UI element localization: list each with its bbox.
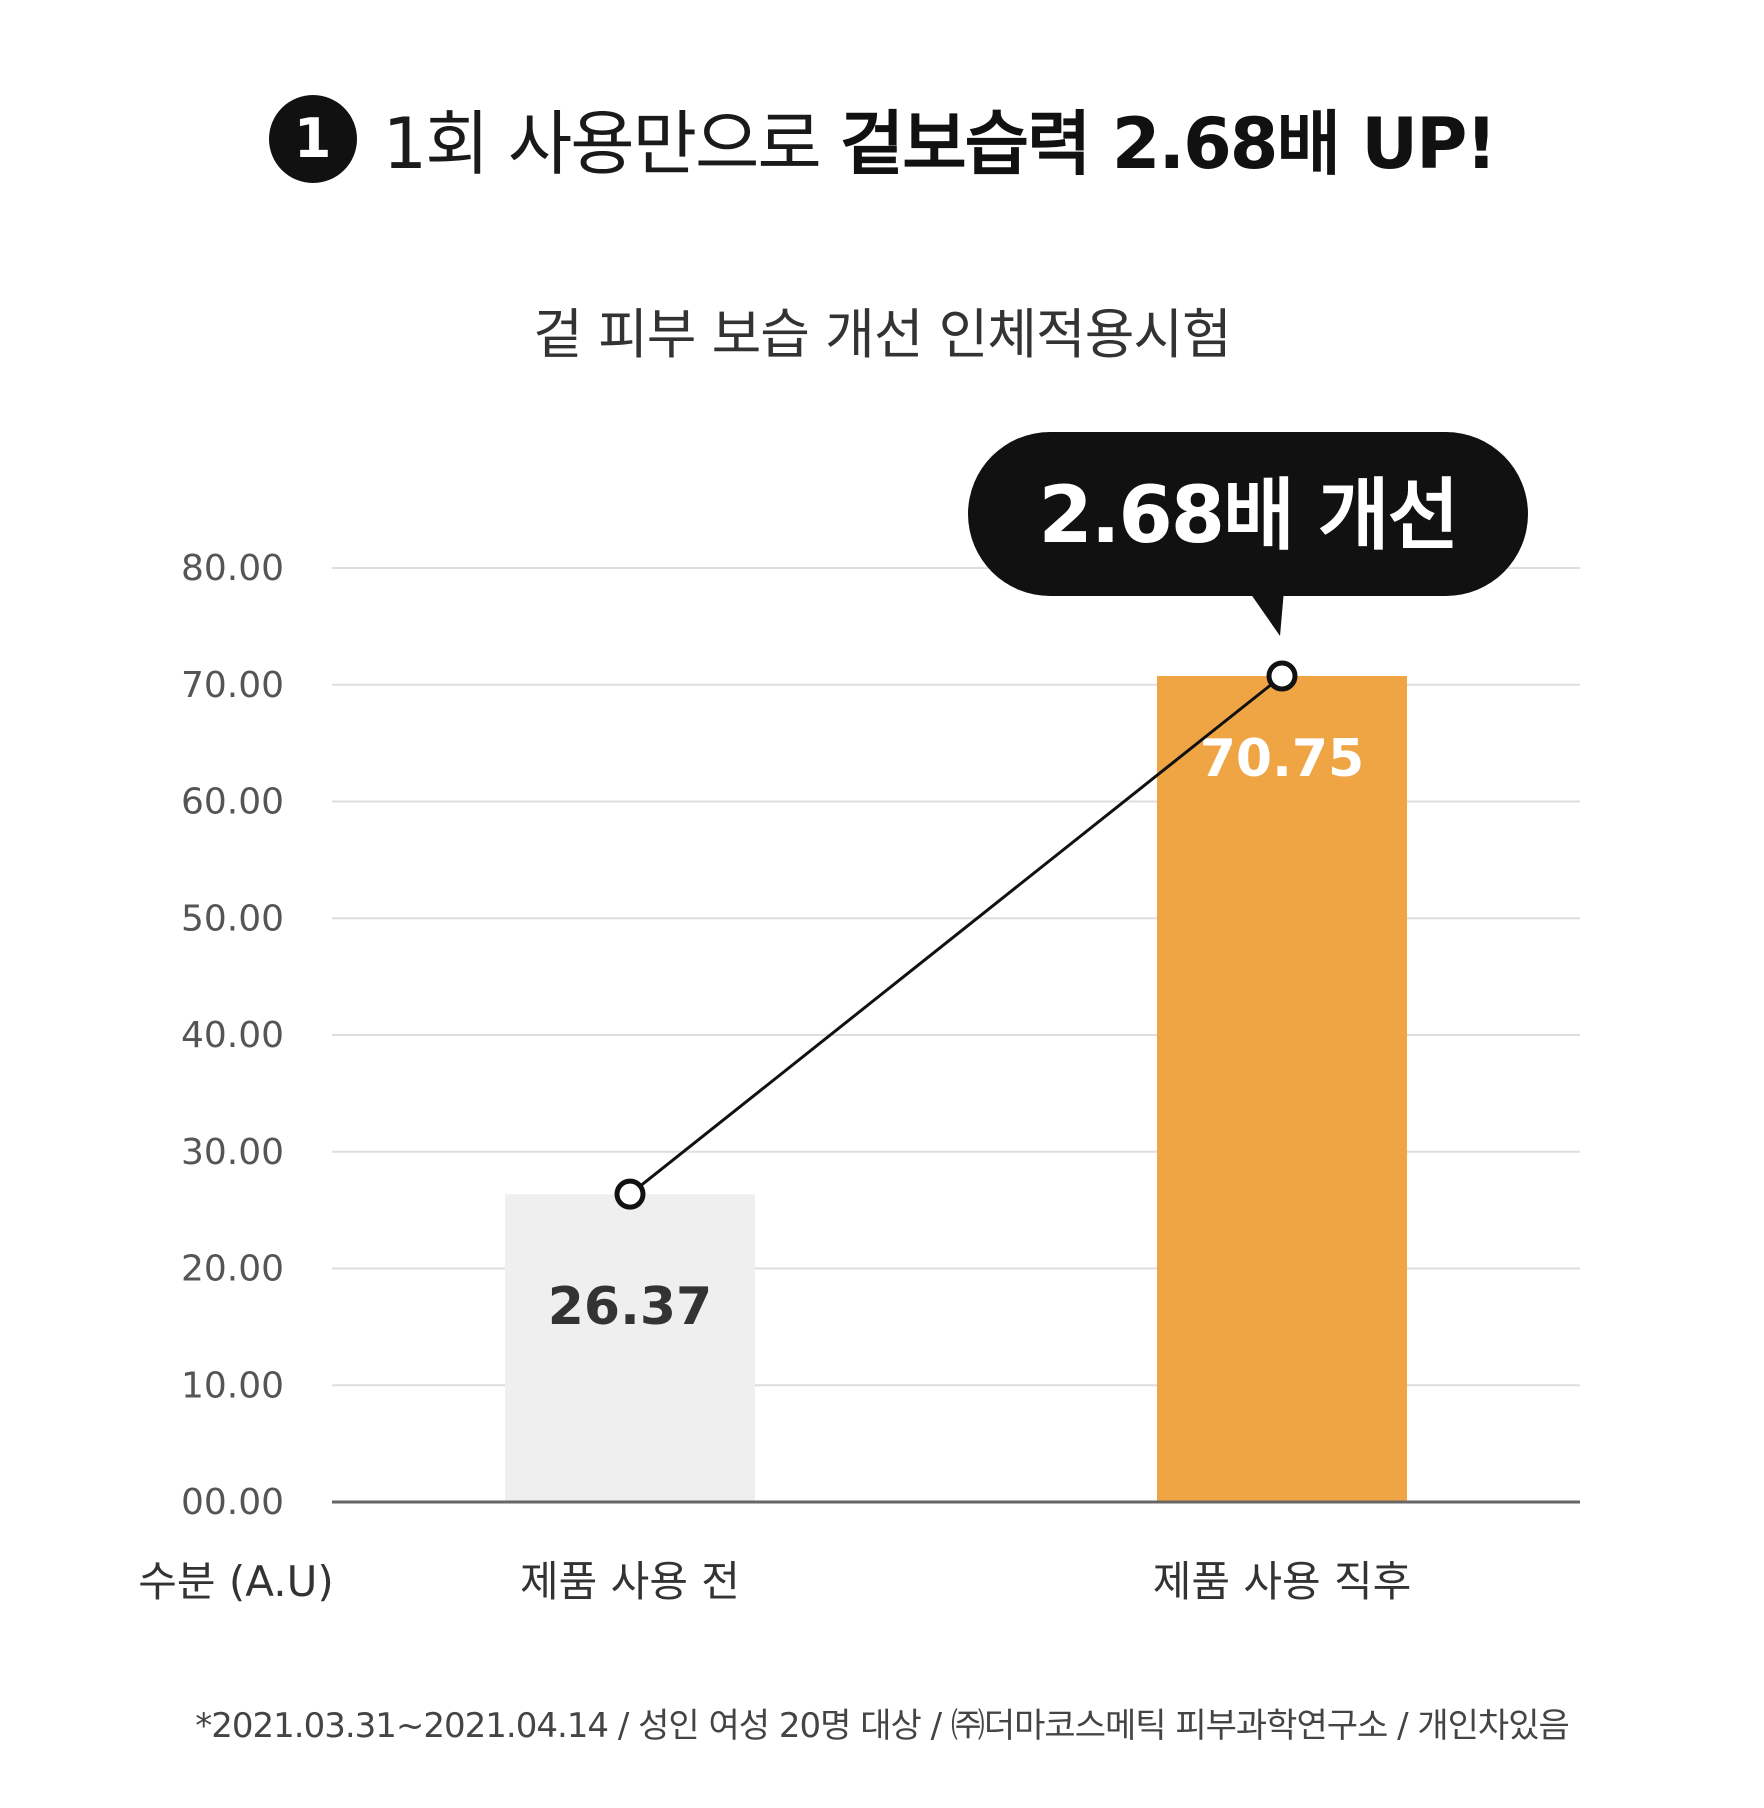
x-tick-label: 제품 사용 직후 xyxy=(1153,1557,1412,1606)
y-tick-label: 60.00 xyxy=(181,782,284,823)
y-tick-label: 10.00 xyxy=(181,1365,284,1406)
y-tick-label: 50.00 xyxy=(181,898,284,939)
connector-line xyxy=(629,674,1283,1196)
headline-bold: 겉보습력 2.68배 UP! xyxy=(839,103,1498,185)
y-tick-label: 40.00 xyxy=(181,1015,284,1056)
callout-tail xyxy=(1248,589,1284,636)
data-point-marker xyxy=(614,1178,646,1210)
bar xyxy=(1157,675,1407,1502)
footnote: *2021.03.31~2021.04.14 / 성인 여성 20명 대상 / … xyxy=(195,1706,1570,1746)
headline: 1 1회 사용만으로 겉보습력 2.68배 UP! xyxy=(0,88,1764,189)
headline-light: 1회 사용만으로 xyxy=(382,103,822,185)
callout-bubble xyxy=(968,431,1528,596)
y-tick-label: 00.00 xyxy=(181,1482,284,1523)
data-label: 70.75 xyxy=(1200,729,1364,789)
y-tick-label: 70.00 xyxy=(181,665,284,706)
x-tick-label: 제품 사용 전 xyxy=(520,1557,740,1606)
y-axis-label: 수분 (A.U) xyxy=(138,1557,334,1606)
chart-title: 겉 피부 보습 개선 인체적용시험 xyxy=(533,303,1232,366)
y-tick-label: 80.00 xyxy=(181,548,284,589)
y-tick-label: 20.00 xyxy=(181,1249,284,1290)
data-label: 26.37 xyxy=(548,1277,712,1337)
data-point-marker xyxy=(1266,660,1298,692)
bar xyxy=(505,1194,755,1502)
number-badge: 1 xyxy=(268,94,357,183)
y-tick-label: 30.00 xyxy=(181,1132,284,1173)
callout-text: 2.68배 개선 xyxy=(1039,471,1458,561)
